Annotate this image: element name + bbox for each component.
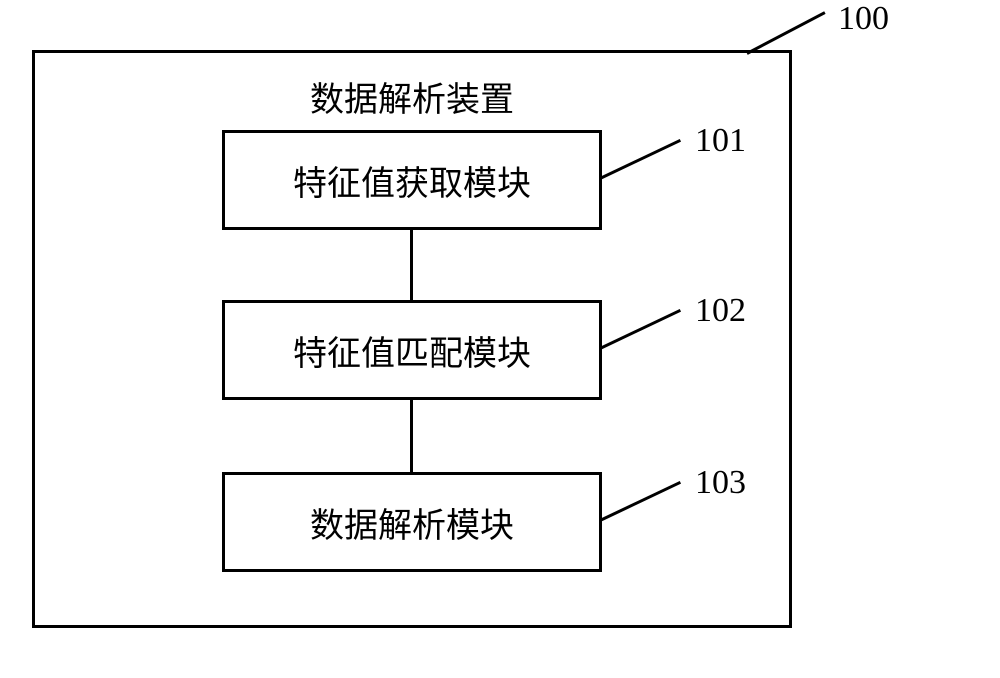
module-box-label: 特征值获取模块 [293,156,531,205]
module-box-feature-match: 特征值匹配模块 [222,300,602,400]
module-box-feature-acquire: 特征值获取模块 [222,130,602,230]
module-box-data-parse: 数据解析模块 [222,472,602,572]
diagram-title: 数据解析装置 [310,72,514,121]
callout-label-102: 102 [695,292,746,330]
callout-label-100: 100 [838,0,889,38]
callout-label-103: 103 [695,464,746,502]
module-box-label: 特征值匹配模块 [293,326,531,375]
leader-line [746,11,825,55]
callout-label-101: 101 [695,122,746,160]
connector-line [410,230,413,300]
diagram-canvas: 数据解析装置 特征值获取模块 特征值匹配模块 数据解析模块 100 101 10… [0,0,1000,678]
module-box-label: 数据解析模块 [310,498,514,547]
connector-line [410,400,413,472]
